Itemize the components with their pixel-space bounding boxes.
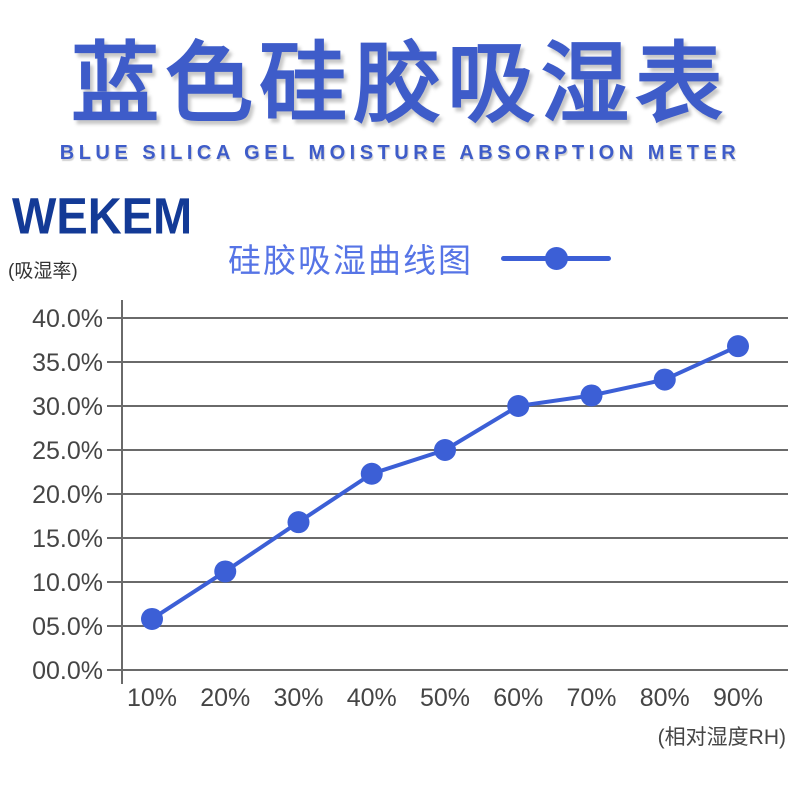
y-axis-unit-label: (吸湿率) [8,261,78,282]
legend-line-icon [501,246,611,270]
y-tick-label: 25.0% [32,437,103,465]
y-tick-label: 30.0% [32,393,103,421]
x-tick-label: 10% [127,684,177,712]
series-line [150,344,740,621]
data-point [141,607,163,630]
data-point [434,439,456,461]
y-tick-label: 20.0% [32,481,103,509]
data-point [360,462,383,485]
absorption-curve-chart: 40.0% 35.0% 30.0% 25.0% 20.0% 15.0% 10.0% 05.0%… [32,300,788,749]
legend-marker-dot-icon [544,246,568,270]
y-tick-label: 10.0% [32,569,103,597]
y-tick-label: 35.0% [32,349,103,377]
data-point [580,384,603,407]
x-tick-label: 50% [420,684,470,712]
x-tick-label: 40% [347,684,397,712]
x-tick-label: 30% [273,684,323,712]
x-axis-unit-label: (相对湿度RH) [658,726,786,749]
data-point [653,368,676,391]
data-point [507,395,530,417]
y-tick-label: 40.0% [32,305,103,333]
y-tick-label: 15.0% [32,525,103,553]
page-title: 蓝色硅胶吸湿表 [70,34,729,133]
legend-label: 硅胶吸湿曲线图 [228,242,473,279]
x-tick-label: 60% [493,684,543,712]
y-tick-label: 05.0% [32,613,103,641]
data-point [727,335,749,358]
data-point [214,560,237,583]
x-tick-label: 90% [713,684,763,712]
data-point [287,511,310,534]
x-tick-label: 70% [566,684,616,712]
x-tick-label: 20% [200,684,250,712]
y-tick-label: 00.0% [32,657,103,685]
x-tick-label: 80% [640,684,690,712]
brand-logo: WEKEM [12,187,193,245]
page-subtitle: BLUE SILICA GEL MOISTURE ABSORPTION METE… [59,142,741,164]
chart-legend: 硅胶吸湿曲线图 [228,234,611,282]
